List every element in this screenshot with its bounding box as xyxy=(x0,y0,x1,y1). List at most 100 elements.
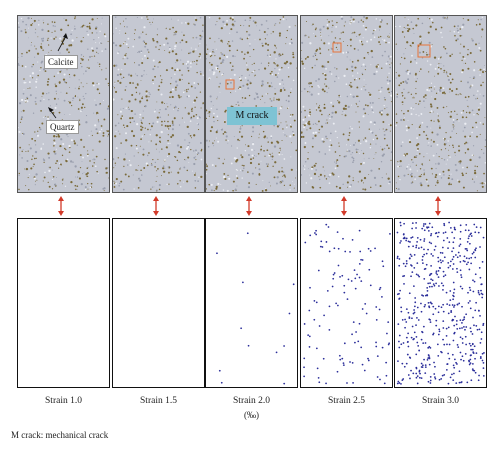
crack-point xyxy=(421,294,423,296)
mineral-grain xyxy=(407,109,410,112)
crack-point xyxy=(303,323,306,325)
mineral-grain xyxy=(348,175,351,178)
mineral-grain xyxy=(143,74,145,76)
mineral-grain xyxy=(133,120,136,123)
mineral-grain xyxy=(164,108,167,111)
mineral-grain xyxy=(104,158,106,161)
mineral-grain xyxy=(395,77,397,79)
mineral-grain xyxy=(27,88,29,90)
mineral-grain xyxy=(176,68,179,71)
mineral-grain xyxy=(85,25,86,27)
mineral-grain xyxy=(426,88,429,91)
crack-point xyxy=(453,288,456,291)
crack-point xyxy=(440,306,443,309)
mineral-grain xyxy=(47,80,49,83)
crack-point xyxy=(379,286,382,289)
mineral-grain xyxy=(186,180,189,183)
mineral-grain xyxy=(311,24,313,26)
mineral-grain xyxy=(390,62,392,64)
mineral-grain xyxy=(97,120,100,123)
mineral-grain xyxy=(452,146,455,148)
mineral-grain xyxy=(357,139,361,142)
mineral-grain xyxy=(94,159,96,161)
mineral-grain xyxy=(170,104,172,106)
crack-point xyxy=(397,380,400,383)
mineral-grain xyxy=(438,126,441,129)
mineral-grain xyxy=(364,69,366,71)
mineral-grain xyxy=(291,113,294,116)
mineral-grain xyxy=(85,114,88,117)
mineral-grain xyxy=(450,173,452,175)
crack-point xyxy=(415,244,418,247)
mineral-grain xyxy=(198,116,201,118)
mineral-grain xyxy=(343,111,345,113)
crack-point xyxy=(430,233,433,235)
mineral-grain xyxy=(99,66,101,68)
mineral-grain xyxy=(455,119,457,121)
mineral-grain xyxy=(138,50,141,53)
crack-point xyxy=(437,270,440,272)
mineral-grain xyxy=(74,16,77,18)
mineral-grain xyxy=(358,170,361,173)
mineral-grain xyxy=(30,44,32,46)
mineral-grain xyxy=(478,70,480,71)
mineral-grain xyxy=(331,111,334,114)
mineral-grain xyxy=(168,171,170,174)
crack-dots xyxy=(113,219,204,387)
crack-point xyxy=(421,331,424,334)
mineral-grain xyxy=(125,18,127,20)
mineral-grain xyxy=(437,120,440,123)
mineral-grain xyxy=(27,17,30,20)
mineral-grain xyxy=(173,107,175,109)
crack-point xyxy=(423,358,425,361)
mineral-grain xyxy=(187,156,190,159)
mineral-grain xyxy=(246,68,249,71)
mineral-grain xyxy=(270,99,273,102)
mineral-grain xyxy=(336,164,339,167)
mineral-grain xyxy=(79,166,82,169)
mineral-grain xyxy=(400,82,402,85)
crack-point xyxy=(315,233,318,236)
crack-point xyxy=(435,232,438,234)
mineral-grain xyxy=(136,83,139,86)
mineral-grain xyxy=(81,58,84,61)
mineral-grain xyxy=(142,117,144,119)
mineral-grain xyxy=(193,99,197,102)
mineral-grain xyxy=(210,107,212,110)
mineral-grain xyxy=(345,83,348,86)
mineral-grain xyxy=(245,144,246,146)
mineral-grain xyxy=(363,79,365,81)
mineral-grain xyxy=(430,127,432,129)
crack-point xyxy=(358,262,361,265)
crack-point xyxy=(463,255,466,258)
crack-point xyxy=(414,301,417,304)
mineral-grain xyxy=(196,63,198,65)
mineral-grain xyxy=(309,127,312,130)
mineral-grain xyxy=(412,161,414,164)
crack-point xyxy=(451,373,453,376)
mineral-grain xyxy=(464,58,466,60)
mineral-grain xyxy=(324,78,327,81)
mineral-grain xyxy=(161,124,163,126)
mineral-grain xyxy=(241,38,243,41)
mineral-grain xyxy=(287,100,290,103)
mineral-grain xyxy=(383,97,386,99)
mineral-grain xyxy=(152,39,155,42)
mineral-grain xyxy=(260,160,262,162)
mineral-grain xyxy=(284,134,286,136)
mineral-grain xyxy=(48,92,50,94)
mineral-grain xyxy=(32,112,35,114)
crack-point xyxy=(459,261,462,263)
mineral-grain xyxy=(476,112,478,115)
mineral-grain xyxy=(86,82,88,84)
mineral-grain xyxy=(371,131,374,134)
crack-point xyxy=(346,382,348,384)
mineral-grain xyxy=(74,95,77,98)
mineral-grain xyxy=(225,135,228,138)
mineral-grain xyxy=(199,70,202,73)
mineral-grain xyxy=(213,112,215,115)
crack-point xyxy=(474,256,477,259)
crack-point xyxy=(385,361,388,364)
mineral-grain xyxy=(83,98,85,100)
mineral-grain xyxy=(258,29,261,32)
